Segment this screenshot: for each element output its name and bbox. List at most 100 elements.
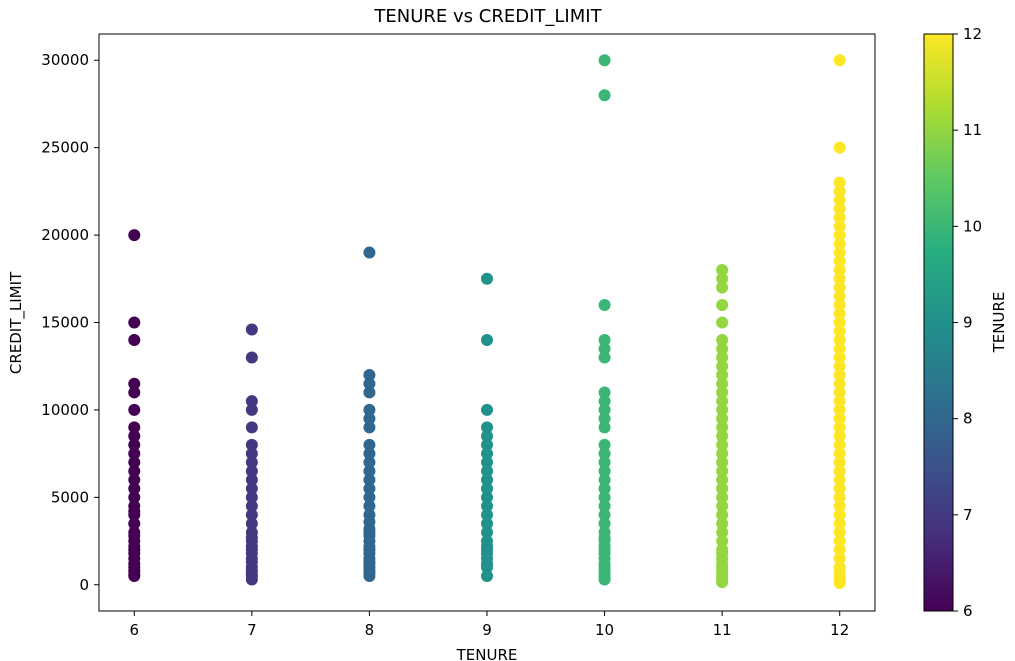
data-point [363,447,376,460]
data-point [833,421,846,434]
data-point [833,552,846,565]
x-tick-label: 7 [247,621,257,639]
data-point [128,482,141,495]
data-point [481,465,493,478]
data-point [481,333,493,346]
data-point [598,351,611,364]
x-tick-label: 12 [830,621,849,639]
data-point [833,246,846,259]
y-tick-label: 0 [79,576,89,594]
data-point [833,377,846,390]
data-point [833,386,846,399]
data-point [833,290,846,303]
data-point [716,403,729,416]
y-tick-label: 15000 [41,314,89,332]
data-point [128,316,141,329]
data-point [833,229,846,242]
data-point [833,360,846,373]
data-point [833,264,846,277]
data-point [598,421,611,434]
data-point [128,473,141,486]
data-point [833,403,846,416]
data-point [598,447,611,460]
data-point [481,438,493,451]
x-tick-label: 10 [595,621,614,639]
data-point [833,430,846,443]
data-point [598,517,611,530]
data-point [716,517,729,530]
data-point [598,465,611,478]
data-point [598,473,611,486]
y-axis-title: CREDIT_LIMIT [7,271,26,374]
data-point [716,508,729,521]
data-point [833,500,846,513]
data-point [716,264,729,277]
data-point [833,185,846,198]
data-point [833,456,846,469]
data-point [833,333,846,346]
data-point [833,395,846,408]
data-point [716,395,729,408]
data-point [833,211,846,224]
data-point [245,517,258,530]
y-tick-label: 20000 [41,226,89,244]
colorbar-tick-label: 10 [963,217,982,235]
data-point [598,412,611,425]
data-point [716,500,729,513]
data-point [481,456,493,469]
colorbar-title: TENURE [990,292,1008,354]
data-point [833,272,846,285]
data-point [833,325,846,338]
data-point [598,403,611,416]
data-point [128,456,141,469]
data-point [833,526,846,539]
colorbar: 6 7 8 9 10 11 12 [923,25,982,620]
data-point [598,438,611,451]
data-point [128,491,141,504]
y-tick-label: 10000 [41,401,89,419]
data-point [363,465,376,478]
data-point [833,202,846,215]
data-point [128,333,141,346]
data-point [833,255,846,268]
data-point [481,421,493,434]
data-point [716,368,729,381]
data-point [128,447,141,460]
data-point [833,141,846,154]
y-tick-label: 25000 [41,139,89,157]
colorbar-tick-label: 8 [963,410,973,428]
data-point [481,508,493,521]
data-point [245,465,258,478]
data-point [128,465,141,478]
data-point [716,333,729,346]
data-point [363,473,376,486]
data-point [716,491,729,504]
data-point [716,316,729,329]
data-point [363,482,376,495]
data-point [245,491,258,504]
data-point [363,491,376,504]
data-point [481,482,493,495]
data-point [481,447,493,460]
data-point [598,299,611,312]
data-point [481,526,493,539]
data-point [245,508,258,521]
data-point [833,517,846,530]
data-point [833,482,846,495]
data-point [128,438,141,451]
data-point [833,54,846,67]
data-point [716,360,729,373]
data-point [716,351,729,364]
plot-area [128,54,846,590]
data-point [128,517,141,530]
data-point [716,299,729,312]
data-point [363,377,376,390]
data-point [245,421,258,434]
data-point [833,543,846,556]
colorbar-tick-label: 6 [963,602,973,620]
data-point [481,570,493,583]
data-point [833,237,846,250]
data-point [716,535,729,548]
data-point [481,517,493,530]
